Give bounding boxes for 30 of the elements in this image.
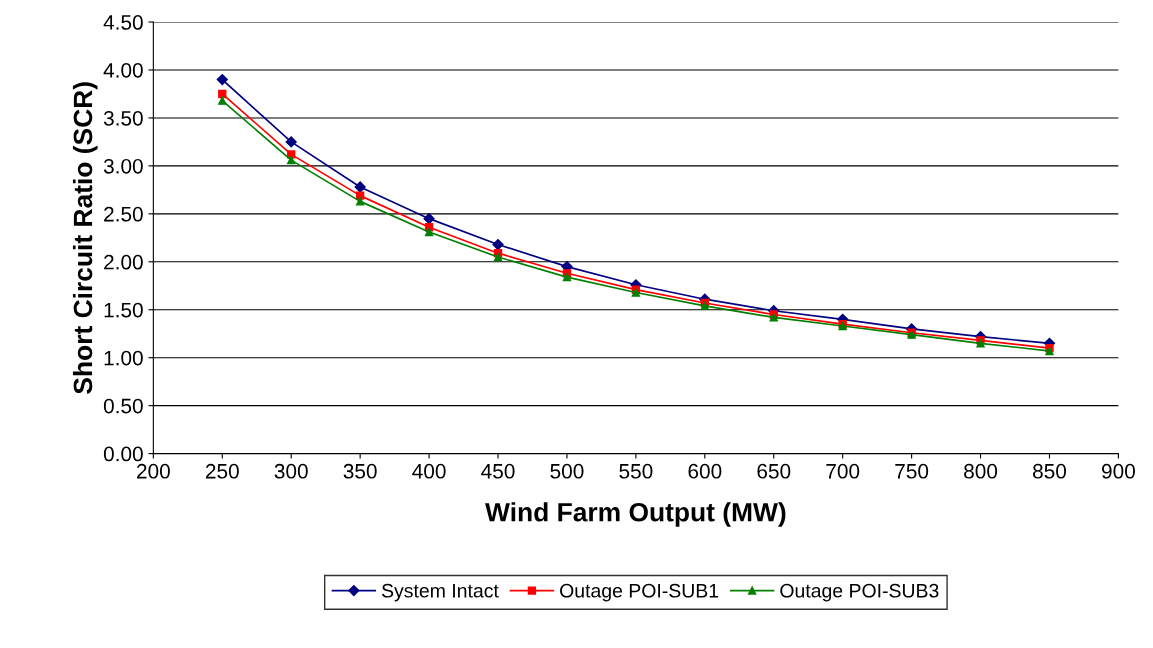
x-tick-label: 300 <box>274 463 308 479</box>
y-tick-label: 1.00 <box>104 350 143 366</box>
y-tick-label: 4.00 <box>103 62 143 78</box>
y-tick-label: 0.00 <box>103 446 143 462</box>
x-tick-label: 700 <box>826 463 860 479</box>
y-tick-label: 1.50 <box>104 302 143 318</box>
y-tick-label: 0.50 <box>103 398 143 414</box>
x-tick-label: 800 <box>964 463 998 479</box>
y-tick-label: 3.00 <box>103 158 143 174</box>
legend-label: System Intact <box>381 583 499 602</box>
x-tick-label: 200 <box>137 463 170 479</box>
y-axis-title: Short Circuit Ratio (SCR) <box>72 82 98 394</box>
x-tick-label: 650 <box>757 463 791 479</box>
y-tick-label: 2.00 <box>104 254 143 270</box>
x-tick-label: 850 <box>1033 463 1067 479</box>
x-tick-label: 350 <box>343 463 377 479</box>
legend-label: Outage POI-SUB1 <box>560 583 719 602</box>
x-tick-label: 600 <box>688 463 722 479</box>
y-tick-label: 3.50 <box>103 110 143 126</box>
y-tick-label: 2.50 <box>104 206 143 222</box>
legend-label: Outage POI-SUB3 <box>780 583 939 602</box>
x-tick-label: 250 <box>205 463 239 479</box>
x-axis-title: Wind Farm Output (MW) <box>485 502 786 527</box>
x-tick-label: 550 <box>619 463 653 479</box>
y-tick-label: 4.50 <box>103 15 143 30</box>
x-tick-label: 750 <box>895 463 929 479</box>
x-tick-label: 400 <box>412 463 446 479</box>
x-tick-label: 900 <box>1102 463 1135 479</box>
x-tick-label: 450 <box>481 463 515 479</box>
x-tick-label: 500 <box>550 463 584 479</box>
